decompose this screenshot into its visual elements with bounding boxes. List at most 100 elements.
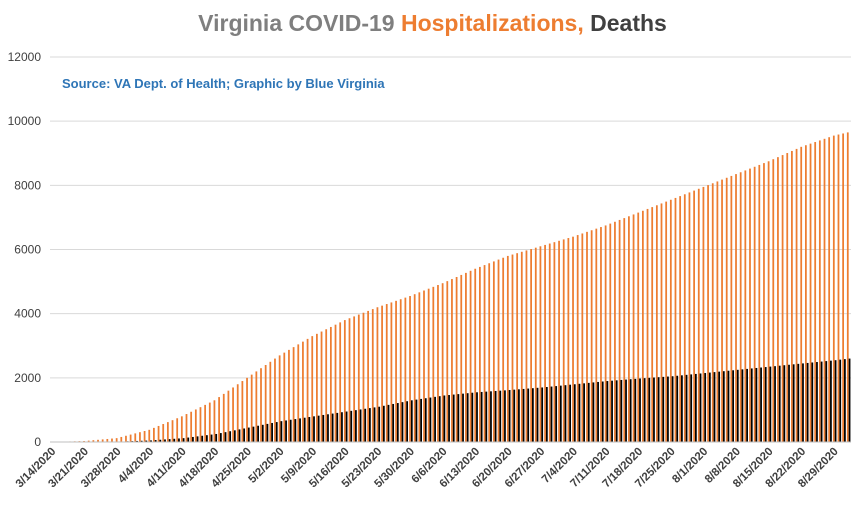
bar-deaths [541,387,544,442]
bar-deaths [606,381,609,442]
bar-deaths [788,364,790,442]
bar-deaths [145,440,148,442]
bar-hospitalizations [246,377,248,442]
bar-hospitalizations [739,172,742,442]
bar-deaths [271,422,273,442]
bar-deaths [518,389,520,442]
bar-deaths [280,421,283,442]
bar-deaths [634,378,637,442]
bar-deaths [532,388,534,442]
bar-hospitalizations [153,427,155,442]
bar-deaths [294,419,297,442]
bar-deaths [820,361,823,442]
bar-hospitalizations [222,393,225,443]
bar-deaths [261,424,264,442]
bar-hospitalizations [725,177,728,442]
bar-deaths [289,419,292,442]
bar-hospitalizations [660,203,663,442]
bar-deaths [732,370,735,442]
bar-hospitalizations [730,175,733,442]
bar-deaths [378,406,381,442]
bar-hospitalizations [590,230,593,442]
bar-deaths [615,380,618,442]
bar-deaths [834,360,837,442]
bar-hospitalizations [348,318,351,442]
bar-hospitalizations [814,142,817,442]
bar-deaths [499,390,502,442]
bar-hospitalizations [353,316,356,442]
bar-hospitalizations [539,246,542,442]
bar-hospitalizations [791,150,793,442]
bar-hospitalizations [292,347,295,443]
bar-deaths [490,391,492,442]
bar-deaths [196,436,199,442]
bar-deaths [136,440,138,442]
bar-deaths [564,385,567,442]
bar-hospitalizations [516,253,519,442]
bar-hospitalizations [120,436,123,442]
bar-deaths [727,370,730,442]
bar-hospitalizations [316,333,318,442]
bar-hospitalizations [465,272,467,443]
bar-deaths [466,393,469,442]
bar-hospitalizations [804,145,807,443]
bar-hospitalizations [818,140,821,443]
bar-deaths [168,439,171,442]
bar-hospitalizations [227,390,230,442]
bar-deaths [224,432,227,442]
chart-title-hospitalizations: Hospitalizations, [400,10,591,36]
bar-deaths [825,361,828,442]
bar-hospitalizations [637,212,640,442]
bar-hospitalizations [497,259,500,442]
bar-deaths [797,363,800,442]
bar-deaths [573,384,576,442]
bar-deaths [448,395,450,442]
bar-deaths [485,391,488,442]
bar-deaths [238,429,241,442]
bar-deaths [760,367,762,442]
bar-deaths [578,383,581,442]
bar-hospitalizations [325,329,328,442]
bar-hospitalizations [553,242,556,442]
bar-hospitalizations [115,438,118,442]
y-tick-label: 0 [34,435,41,449]
bar-hospitalizations [236,384,239,442]
bar-deaths [699,373,702,442]
bar-deaths [350,410,353,442]
bar-hospitalizations [204,404,207,443]
bar-deaths [140,440,143,442]
bar-deaths [215,433,218,442]
bar-deaths [252,426,255,442]
bar-hospitalizations [194,409,197,442]
bar-deaths [429,397,432,442]
bar-deaths [764,367,767,442]
bar-deaths [457,394,460,442]
bar-deaths [792,364,795,442]
bar-hospitalizations [134,433,137,442]
bar-hospitalizations [716,181,719,442]
bar-deaths [806,362,809,442]
bar-deaths [229,431,232,442]
bar-deaths [527,388,530,442]
bar-deaths [359,409,362,442]
bar-hospitalizations [520,251,523,442]
bar-hospitalizations [618,219,621,442]
bar-hospitalizations [655,205,658,442]
bar-deaths [373,407,376,442]
y-tick-label: 12000 [8,50,42,64]
bar-hospitalizations [288,349,290,443]
bar-deaths [233,430,236,442]
bar-deaths [401,402,404,443]
bar-deaths [508,390,511,442]
bar-deaths [201,435,204,442]
bar-hospitalizations [786,153,789,442]
bar-hospitalizations [180,416,183,442]
bar-hospitalizations [101,439,104,442]
bar-hospitalizations [218,397,220,442]
y-tick-label: 6000 [14,243,41,257]
bar-deaths [154,440,157,442]
bar-deaths [597,381,599,442]
bar-hospitalizations [530,249,532,442]
bar-hospitalizations [274,358,276,442]
bar-deaths [303,417,306,442]
